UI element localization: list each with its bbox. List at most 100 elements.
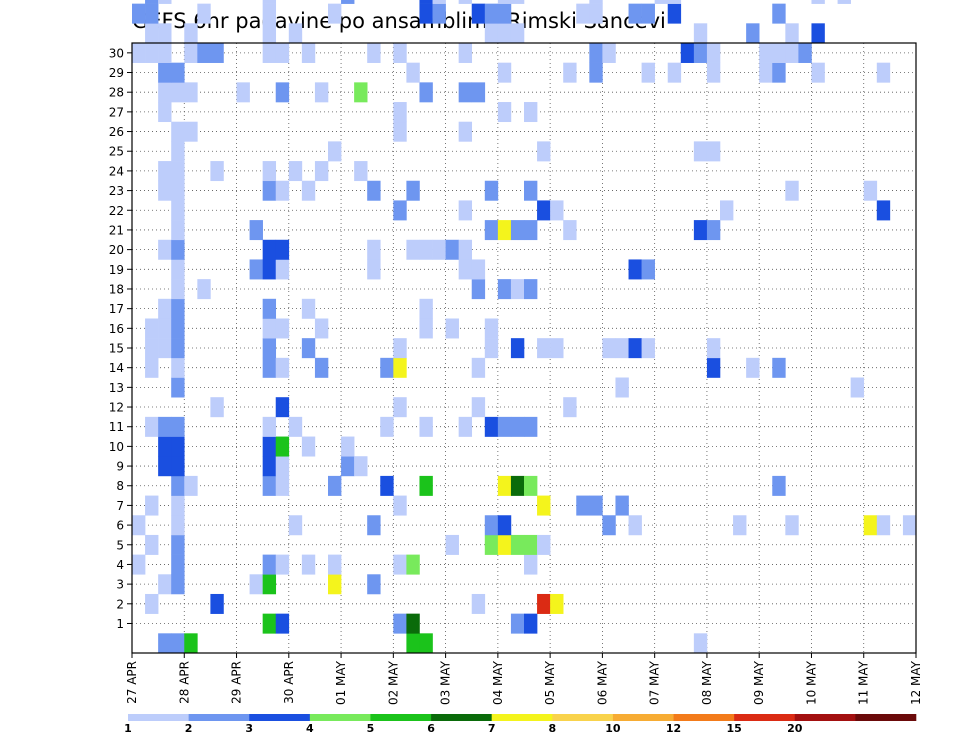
heatmap-cell xyxy=(706,43,721,63)
y-tick-label: 12 xyxy=(109,401,124,415)
heatmap-cell xyxy=(759,43,773,63)
heatmap-cell xyxy=(262,43,277,63)
heatmap-cell xyxy=(367,43,381,63)
heatmap-cell xyxy=(785,43,799,63)
heatmap-cell xyxy=(171,259,185,280)
y-tick-label: 5 xyxy=(116,538,124,552)
heatmap-cell xyxy=(811,0,825,4)
colorbar-label: 2 xyxy=(185,722,193,735)
heatmap-cell xyxy=(171,220,185,241)
heatmap-cell xyxy=(158,82,172,103)
heatmap-cell xyxy=(458,121,473,142)
heatmap-cell xyxy=(563,62,577,83)
heatmap-cell xyxy=(785,515,799,536)
heatmap-cell xyxy=(328,554,342,575)
heatmap-cell xyxy=(393,397,407,418)
heatmap-cell xyxy=(497,23,512,44)
heatmap-cell xyxy=(393,200,407,221)
heatmap-cell xyxy=(641,62,655,83)
y-tick-label: 28 xyxy=(109,86,124,100)
heatmap-cell xyxy=(132,515,146,536)
colorbar-label: 3 xyxy=(245,722,253,735)
heatmap-cell xyxy=(393,495,407,516)
heatmap-cell xyxy=(171,62,185,83)
x-tick-label: 29 APR xyxy=(230,661,244,704)
colorbar-segment xyxy=(855,714,917,721)
heatmap-cell xyxy=(158,43,172,63)
heatmap-cell xyxy=(406,62,420,83)
x-tick-label: 03 MAY xyxy=(439,660,453,705)
heatmap-cell xyxy=(158,574,172,595)
heatmap-cell xyxy=(537,593,551,614)
colorbar-segment xyxy=(431,714,492,721)
colorbar-label: 7 xyxy=(488,722,496,735)
y-tick-label: 6 xyxy=(116,519,124,533)
heatmap-cell xyxy=(262,338,277,359)
x-tick-label: 08 MAY xyxy=(700,660,714,705)
heatmap-cell xyxy=(419,82,433,103)
colorbar-label: 6 xyxy=(427,722,435,735)
heatmap-cell xyxy=(484,515,499,536)
heatmap-cell xyxy=(510,534,525,555)
x-tick-label: 10 MAY xyxy=(804,660,818,705)
heatmap-cell xyxy=(693,141,708,162)
heatmap-cell xyxy=(497,534,512,555)
heatmap-cell xyxy=(158,0,172,4)
heatmap-cell xyxy=(471,397,486,418)
heatmap-cell xyxy=(524,220,538,241)
colorbar-segment xyxy=(188,714,250,721)
heatmap-cell xyxy=(524,102,538,123)
heatmap-cell xyxy=(628,259,642,280)
y-tick-label: 3 xyxy=(116,578,124,592)
heatmap-cell xyxy=(445,534,459,555)
heatmap-cell xyxy=(811,23,825,44)
heatmap-cell xyxy=(367,515,381,536)
heatmap-cell xyxy=(262,318,277,339)
heatmap-cell xyxy=(458,416,473,437)
heatmap-cell xyxy=(746,357,760,378)
heatmap-cell xyxy=(497,102,512,123)
y-tick-label: 10 xyxy=(109,440,124,454)
heatmap-cell xyxy=(497,515,512,536)
heatmap-cell xyxy=(641,338,655,359)
heatmap-cell xyxy=(458,259,473,280)
y-tick-label: 8 xyxy=(116,479,124,493)
heatmap-cell xyxy=(524,613,538,634)
heatmap-cell xyxy=(772,43,786,63)
heatmap-cell xyxy=(576,3,590,24)
heatmap-cell xyxy=(328,3,342,24)
heatmap-cell xyxy=(171,161,185,182)
colorbar-label: 8 xyxy=(548,722,556,735)
y-tick-label: 24 xyxy=(109,164,124,178)
heatmap-cell xyxy=(615,377,629,398)
heatmap-cell xyxy=(419,633,433,654)
heatmap-cell xyxy=(171,633,185,654)
heatmap-cell xyxy=(628,338,642,359)
heatmap-cell xyxy=(184,82,198,103)
colorbar-segment xyxy=(794,714,856,721)
heatmap-cell xyxy=(145,318,159,339)
heatmap-cell xyxy=(484,318,499,339)
heatmap-cell xyxy=(419,298,433,319)
heatmap-cell xyxy=(145,534,159,555)
heatmap-cell xyxy=(314,161,329,182)
heatmap-cell xyxy=(706,220,721,241)
heatmap-cell xyxy=(471,82,486,103)
x-axis-ticks: 27 APR 28 APR 29 APR 30 APR 01 MAY 02 MAY 03 M… xyxy=(125,653,923,705)
heatmap-cell xyxy=(210,593,224,614)
heatmap-cell xyxy=(641,259,655,280)
heatmap-cell xyxy=(484,3,499,24)
heatmap-cell xyxy=(772,62,786,83)
heatmap-cell xyxy=(602,338,616,359)
heatmap-cell xyxy=(262,436,277,457)
heatmap-cell xyxy=(158,456,172,477)
heatmap-cell xyxy=(171,82,185,103)
heatmap-cell xyxy=(471,279,486,300)
heatmap-cell xyxy=(589,3,603,24)
heatmap-cell xyxy=(275,180,290,201)
heatmap-cell xyxy=(484,220,499,241)
heatmap-cell xyxy=(171,534,185,555)
heatmap-cell xyxy=(537,200,551,221)
heatmap-cell xyxy=(145,416,159,437)
heatmap-cell xyxy=(680,43,695,63)
